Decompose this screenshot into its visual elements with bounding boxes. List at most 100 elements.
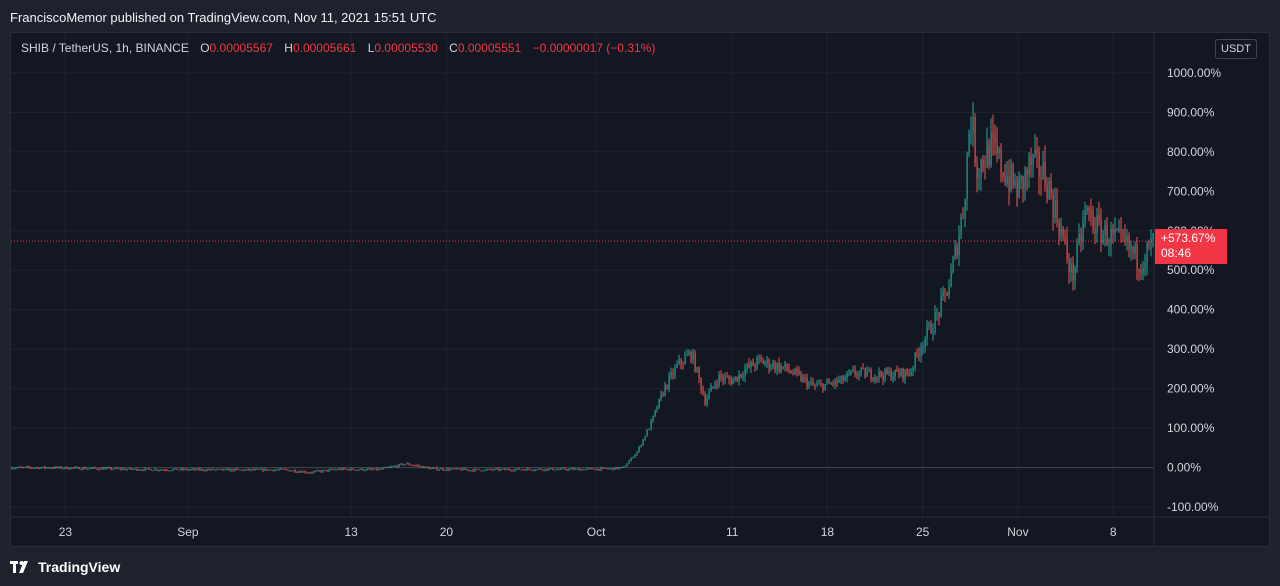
candle-body bbox=[284, 468, 286, 470]
candle-body bbox=[894, 369, 896, 377]
candle-body bbox=[1090, 210, 1092, 215]
candle-body bbox=[434, 467, 436, 469]
candle-body bbox=[824, 384, 826, 391]
candle-body bbox=[514, 469, 516, 471]
candle-body bbox=[626, 463, 628, 467]
candle-body bbox=[376, 468, 378, 471]
candle-body bbox=[492, 469, 494, 471]
candle-body bbox=[582, 469, 584, 471]
candle-body bbox=[660, 393, 662, 399]
chart-pane[interactable]: 1000.00%900.00%800.00%700.00%600.00%500.… bbox=[10, 32, 1270, 547]
candle-body bbox=[226, 468, 228, 470]
candle-body bbox=[154, 469, 156, 471]
candle-body bbox=[386, 467, 388, 469]
candle-body bbox=[360, 468, 362, 470]
candle-body bbox=[1106, 224, 1108, 245]
candle-body bbox=[910, 370, 912, 376]
candle-body bbox=[692, 352, 694, 361]
candle-body bbox=[146, 468, 148, 470]
open-value: 0.00005567 bbox=[209, 41, 273, 55]
candle-body bbox=[990, 132, 992, 166]
candle-body bbox=[350, 468, 352, 471]
price-chart[interactable]: 1000.00%900.00%800.00%700.00%600.00%500.… bbox=[11, 33, 1269, 546]
candle-body bbox=[930, 323, 932, 334]
candle-body bbox=[340, 468, 342, 470]
candle-body bbox=[214, 469, 216, 471]
candle-body bbox=[138, 469, 140, 471]
candle-body bbox=[158, 470, 160, 472]
candle-body bbox=[686, 354, 688, 357]
candle-body bbox=[528, 468, 530, 470]
tradingview-logo[interactable]: TradingView bbox=[10, 559, 120, 575]
candle-body bbox=[418, 465, 420, 467]
x-tick-label: Oct bbox=[587, 525, 606, 539]
candle-body bbox=[622, 466, 624, 468]
candle-body bbox=[750, 361, 752, 367]
candle-body bbox=[192, 468, 194, 470]
candle-body bbox=[374, 468, 376, 470]
candle-body bbox=[522, 469, 524, 471]
candle-body bbox=[58, 466, 60, 468]
candle-body bbox=[210, 468, 212, 470]
candle-body bbox=[490, 468, 492, 470]
candle-body bbox=[844, 378, 846, 381]
candle-body bbox=[392, 466, 394, 468]
candle-body bbox=[254, 469, 256, 471]
candle-body bbox=[1114, 229, 1116, 234]
low-value: 0.00005530 bbox=[374, 41, 438, 55]
candle-body bbox=[918, 353, 920, 356]
candle-body bbox=[292, 470, 294, 472]
candle-body bbox=[862, 368, 864, 370]
candle-body bbox=[80, 469, 82, 471]
candle-body bbox=[98, 469, 100, 471]
symbol-label[interactable]: SHIB / TetherUS, 1h, BINANCE bbox=[21, 41, 189, 55]
candle-body bbox=[316, 470, 318, 472]
candle-body bbox=[816, 384, 818, 386]
candle-body bbox=[100, 468, 102, 470]
candle-body bbox=[366, 468, 368, 471]
candle-body bbox=[572, 468, 574, 470]
candle-body bbox=[48, 467, 50, 469]
candle-body bbox=[1062, 228, 1064, 238]
candle-body bbox=[568, 468, 570, 471]
header-bar: FranciscoMemor published on TradingView.… bbox=[0, 0, 1280, 32]
candle-body bbox=[738, 374, 740, 381]
candle-body bbox=[11, 467, 12, 469]
candle-body bbox=[762, 359, 764, 365]
candle-body bbox=[1092, 214, 1094, 230]
candle-body bbox=[974, 117, 976, 164]
candle-body bbox=[36, 467, 38, 469]
candle-body bbox=[878, 371, 880, 378]
tradingview-logo-text: TradingView bbox=[38, 559, 121, 575]
candle-body bbox=[764, 362, 766, 365]
candle-body bbox=[556, 469, 558, 471]
candle-body bbox=[82, 467, 84, 470]
last-price-tag: +573.67% 08:46 bbox=[1155, 229, 1227, 264]
candle-body bbox=[970, 132, 972, 134]
candle-body bbox=[604, 467, 606, 469]
open-label: O bbox=[200, 41, 210, 55]
candle-body bbox=[128, 468, 130, 470]
candle-body bbox=[280, 468, 282, 470]
candle-body bbox=[278, 469, 280, 471]
candle-body bbox=[916, 352, 918, 354]
candle-body bbox=[842, 375, 844, 381]
candle-body bbox=[150, 469, 152, 471]
candle-body bbox=[806, 377, 808, 387]
candle-body bbox=[216, 469, 218, 471]
candle-body bbox=[564, 468, 566, 470]
candle-body bbox=[966, 154, 968, 200]
candle-body bbox=[928, 323, 930, 327]
candle-body bbox=[1078, 234, 1080, 244]
close-label: C bbox=[449, 41, 458, 55]
candle-body bbox=[466, 469, 468, 471]
candle-body bbox=[1048, 181, 1050, 200]
currency-button[interactable]: USDT bbox=[1215, 39, 1257, 59]
last-price-value: +573.67% bbox=[1161, 231, 1216, 245]
candle-body bbox=[172, 469, 174, 471]
candle-body bbox=[412, 465, 414, 467]
candle-body bbox=[52, 468, 54, 470]
candle-body bbox=[94, 467, 96, 469]
candle-body bbox=[652, 415, 654, 421]
candle-body bbox=[1086, 207, 1088, 212]
